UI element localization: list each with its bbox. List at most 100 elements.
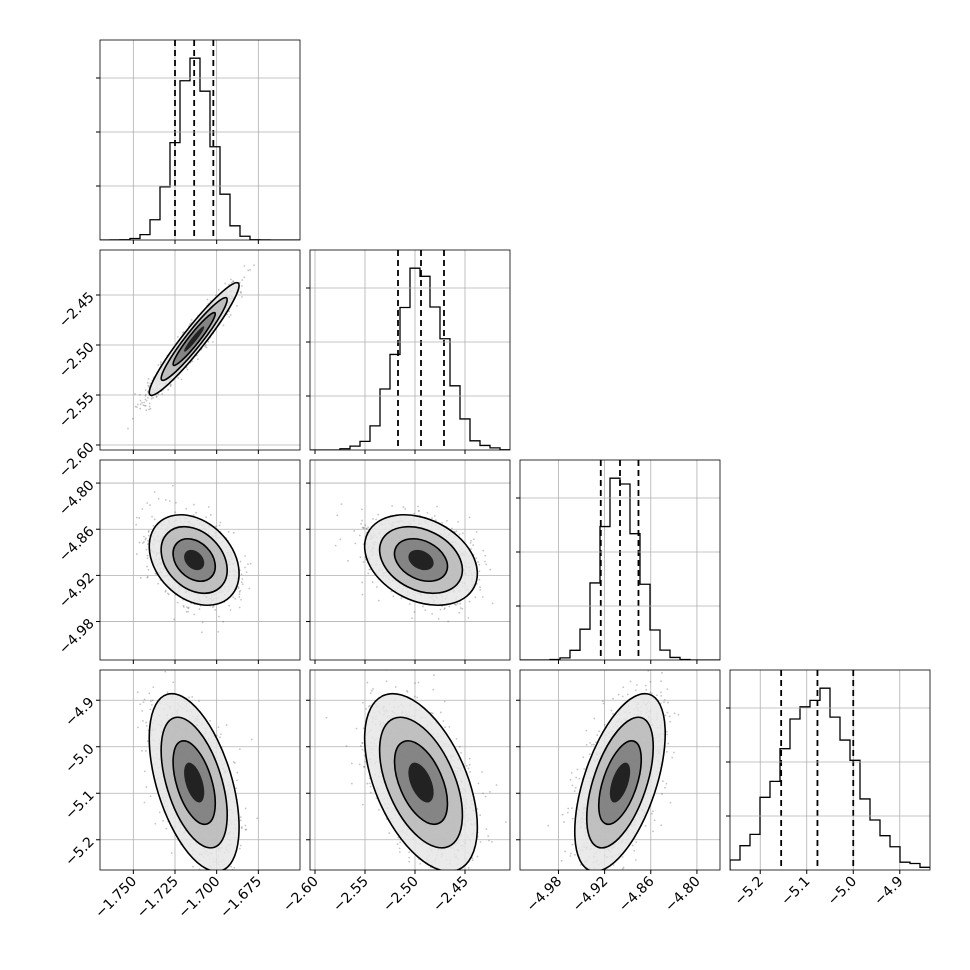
panel-frame [309, 249, 511, 451]
sample-point [170, 383, 172, 386]
sample-point [182, 605, 185, 608]
sample-point [200, 631, 203, 634]
sample-point [205, 344, 207, 346]
sample-point [224, 282, 227, 285]
sample-point [448, 605, 451, 608]
sample-point [152, 524, 155, 527]
histogram-step [310, 267, 510, 450]
sample-point [147, 529, 150, 532]
sample-point [253, 264, 255, 267]
sample-point [240, 291, 242, 294]
sample-point [238, 606, 241, 609]
sample-point [138, 393, 141, 396]
sample-point [147, 540, 149, 542]
sample-point [144, 394, 147, 397]
density-core [184, 549, 205, 571]
sample-point [148, 385, 150, 388]
contour-line [160, 525, 228, 595]
sample-point [181, 331, 184, 334]
sample-point [146, 576, 149, 579]
sample-point [240, 581, 243, 584]
sample-point [186, 606, 188, 609]
sample-point [144, 537, 147, 540]
sample-point [168, 500, 171, 502]
sample-point [197, 358, 199, 361]
histogram-step [100, 57, 300, 240]
sample-point [217, 630, 220, 633]
sample-point [461, 608, 464, 610]
sample-point [241, 578, 244, 580]
sample-point [201, 621, 204, 624]
density-panel-1-0 [96, 249, 301, 454]
sample-point [214, 609, 217, 611]
sample-point [206, 298, 209, 301]
sample-point [237, 586, 240, 588]
sample-point [146, 557, 149, 560]
sample-point [149, 504, 151, 506]
sample-point [132, 417, 134, 420]
sample-point [453, 603, 456, 606]
sample-point [144, 398, 147, 401]
sample-point [451, 527, 453, 530]
panel-frame [99, 459, 301, 661]
sample-point [144, 404, 147, 407]
sample-point [148, 405, 151, 408]
sample-point [212, 340, 214, 343]
sample-point [244, 555, 247, 557]
sample-point [146, 575, 149, 578]
sample-point [347, 559, 349, 562]
sample-point [227, 530, 230, 533]
sample-point [159, 363, 162, 365]
sample-point [232, 596, 235, 599]
sample-point [182, 331, 185, 334]
sample-point [207, 340, 210, 343]
sample-point [144, 538, 147, 541]
sample-point [141, 508, 144, 510]
sample-point [458, 611, 461, 614]
sample-point [147, 568, 150, 571]
sample-point [134, 393, 136, 395]
sample-point [145, 399, 148, 402]
sample-point [155, 395, 158, 398]
sample-point [226, 313, 229, 316]
sample-point [207, 506, 210, 508]
sample-point [157, 497, 160, 500]
sample-point [138, 517, 141, 519]
sample-point [205, 346, 208, 349]
histogram-panel-0 [96, 39, 301, 244]
sample-point [241, 583, 244, 586]
sample-point [211, 606, 214, 609]
sample-point [149, 407, 152, 410]
sample-point [247, 563, 249, 566]
sample-point [173, 618, 176, 621]
sample-point [205, 516, 208, 519]
density-core [184, 326, 205, 352]
sample-point [214, 525, 217, 528]
sample-point [475, 530, 478, 533]
sample-point [135, 553, 138, 555]
sample-point [135, 516, 138, 519]
sample-point [157, 582, 160, 585]
sample-point [167, 593, 170, 596]
sample-point [185, 610, 188, 613]
sample-point [240, 598, 243, 601]
sample-point [187, 606, 190, 609]
sample-point [146, 502, 149, 504]
sample-point [218, 615, 220, 618]
sample-point [238, 590, 241, 593]
sample-point [408, 603, 411, 605]
sample-point [219, 521, 222, 524]
density-panel-2-1 [306, 459, 511, 664]
sample-point [217, 288, 220, 291]
sample-point [134, 405, 137, 408]
sample-point [485, 563, 488, 566]
sample-point [191, 360, 194, 363]
sample-point [229, 314, 232, 316]
sample-point [228, 604, 231, 607]
sample-point [244, 566, 246, 569]
sample-point [146, 565, 148, 568]
sample-point [238, 595, 241, 598]
sample-point [472, 544, 475, 547]
histogram-panel-1 [306, 249, 511, 454]
